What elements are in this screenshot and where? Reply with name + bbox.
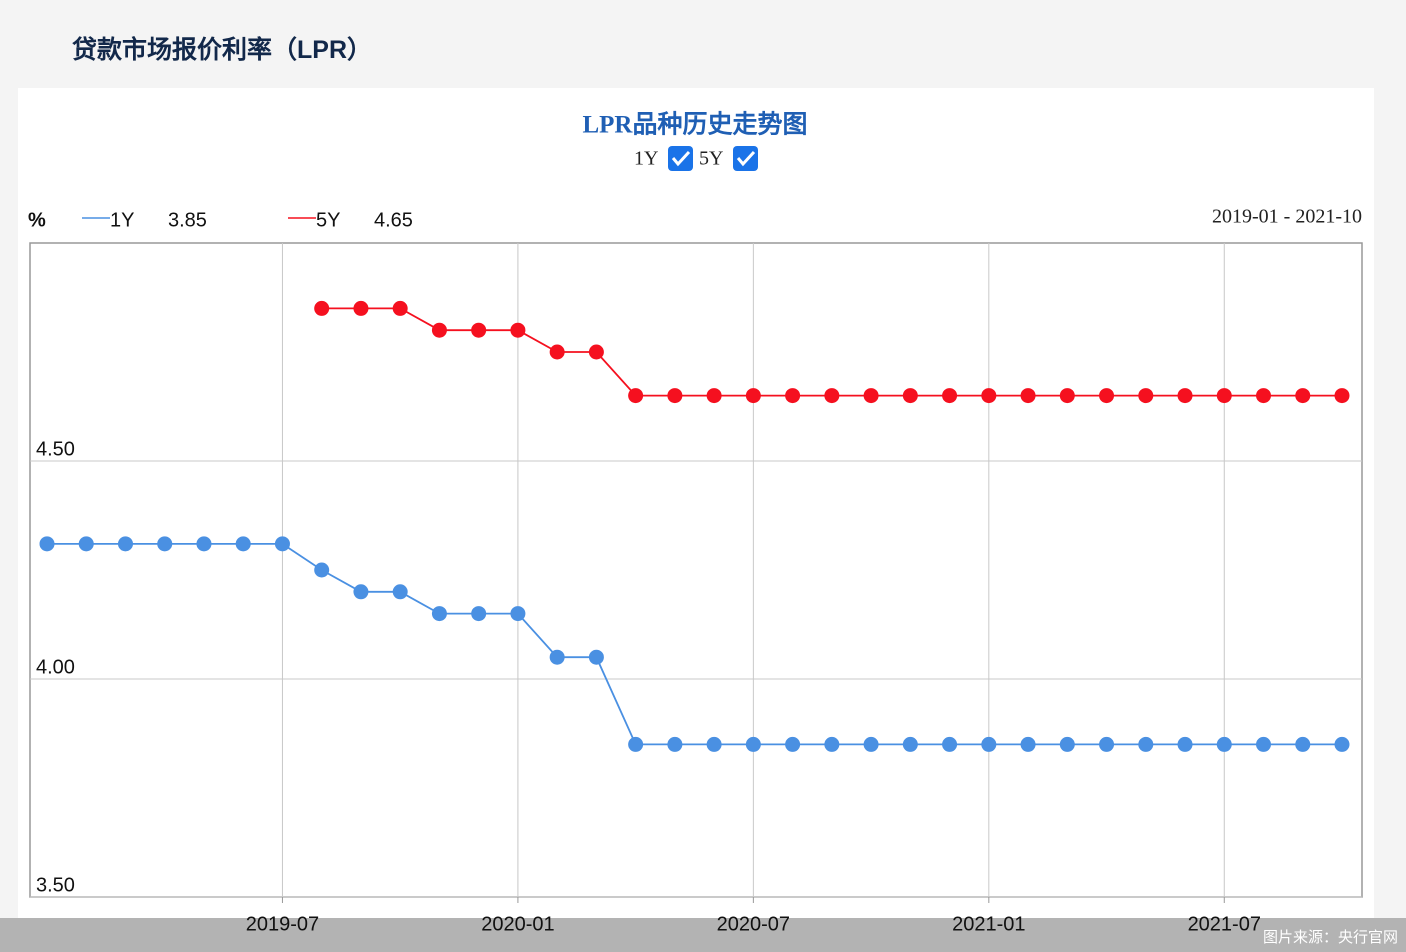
- x-tick-label: 2020-01: [481, 913, 554, 935]
- data-point: [1216, 736, 1232, 752]
- data-point: [902, 388, 918, 404]
- series-line: [321, 307, 1342, 397]
- data-point: [431, 322, 447, 338]
- data-point: [39, 536, 55, 552]
- plot-frame: [29, 242, 1363, 898]
- data-point: [510, 606, 526, 622]
- unit-label: %: [28, 209, 46, 231]
- data-point: [745, 388, 761, 404]
- data-point: [824, 736, 840, 752]
- data-point: [863, 388, 879, 404]
- data-point: [1177, 388, 1193, 404]
- data-point: [510, 322, 526, 338]
- checkmark: [671, 150, 691, 167]
- data-point: [745, 736, 761, 752]
- footer-bar: [0, 918, 1406, 952]
- data-point: [1138, 736, 1154, 752]
- data-point: [667, 736, 683, 752]
- toggle-label: 1Y: [634, 148, 658, 170]
- data-point: [392, 300, 408, 316]
- data-point: [706, 736, 722, 752]
- data-point: [588, 344, 604, 360]
- legend-label: 5Y: [316, 209, 340, 231]
- data-point: [1020, 736, 1036, 752]
- data-point: [196, 536, 212, 552]
- data-point: [588, 649, 604, 665]
- data-point: [1295, 736, 1311, 752]
- x-tick-label: 2019-07: [246, 913, 319, 935]
- data-point: [353, 584, 369, 600]
- y-tick-label: 4.50: [36, 438, 75, 460]
- x-tick-label: 2020-07: [717, 913, 790, 935]
- data-point: [1256, 388, 1272, 404]
- data-point: [1059, 736, 1075, 752]
- legend-latest: 4.65: [374, 209, 413, 231]
- chart-panel: [18, 88, 1374, 952]
- x-tick-label: 2021-07: [1188, 913, 1261, 935]
- series-toggle[interactable]: [668, 146, 693, 171]
- date-range: 2019-01 - 2021-10: [1212, 206, 1362, 228]
- data-point: [1099, 736, 1115, 752]
- data-point: [157, 536, 173, 552]
- data-point: [1216, 388, 1232, 404]
- data-point: [471, 322, 487, 338]
- data-point: [1138, 388, 1154, 404]
- data-point: [902, 736, 918, 752]
- data-point: [628, 736, 644, 752]
- data-point: [549, 344, 565, 360]
- legend-label: 1Y: [110, 209, 134, 231]
- data-point: [942, 736, 958, 752]
- data-point: [706, 388, 722, 404]
- checkbox[interactable]: [733, 146, 758, 171]
- data-point: [785, 736, 801, 752]
- legend-latest: 3.85: [168, 209, 207, 231]
- toggle-label: 5Y: [699, 148, 723, 170]
- data-point: [981, 736, 997, 752]
- data-point: [1334, 736, 1350, 752]
- data-point: [549, 649, 565, 665]
- data-point: [1059, 388, 1075, 404]
- data-point: [1020, 388, 1036, 404]
- data-point: [78, 536, 94, 552]
- data-point: [785, 388, 801, 404]
- data-point: [981, 388, 997, 404]
- data-point: [1256, 736, 1272, 752]
- data-point: [1177, 736, 1193, 752]
- data-point: [392, 584, 408, 600]
- data-point: [314, 562, 330, 578]
- data-point: [1295, 388, 1311, 404]
- data-point: [863, 736, 879, 752]
- data-point: [471, 606, 487, 622]
- page-title: 贷款市场报价利率（LPR）: [72, 36, 373, 64]
- checkbox[interactable]: [668, 146, 693, 171]
- data-point: [1099, 388, 1115, 404]
- data-point: [667, 388, 683, 404]
- checkmark: [736, 150, 756, 167]
- data-point: [274, 536, 290, 552]
- data-point: [431, 606, 447, 622]
- data-point: [1334, 388, 1350, 404]
- data-point: [824, 388, 840, 404]
- image-source: 图片来源：央行官网: [1262, 929, 1398, 946]
- data-point: [353, 300, 369, 316]
- y-tick-label: 3.50: [36, 874, 75, 896]
- series-line: [47, 542, 1342, 746]
- data-point: [314, 300, 330, 316]
- chart-title: LPR品种历史走势图: [582, 110, 807, 139]
- data-point: [942, 388, 958, 404]
- x-tick-label: 2021-01: [952, 913, 1025, 935]
- data-point: [117, 536, 133, 552]
- series-toggle[interactable]: [733, 146, 758, 171]
- y-tick-label: 4.00: [36, 656, 75, 678]
- data-point: [235, 536, 251, 552]
- data-point: [628, 388, 644, 404]
